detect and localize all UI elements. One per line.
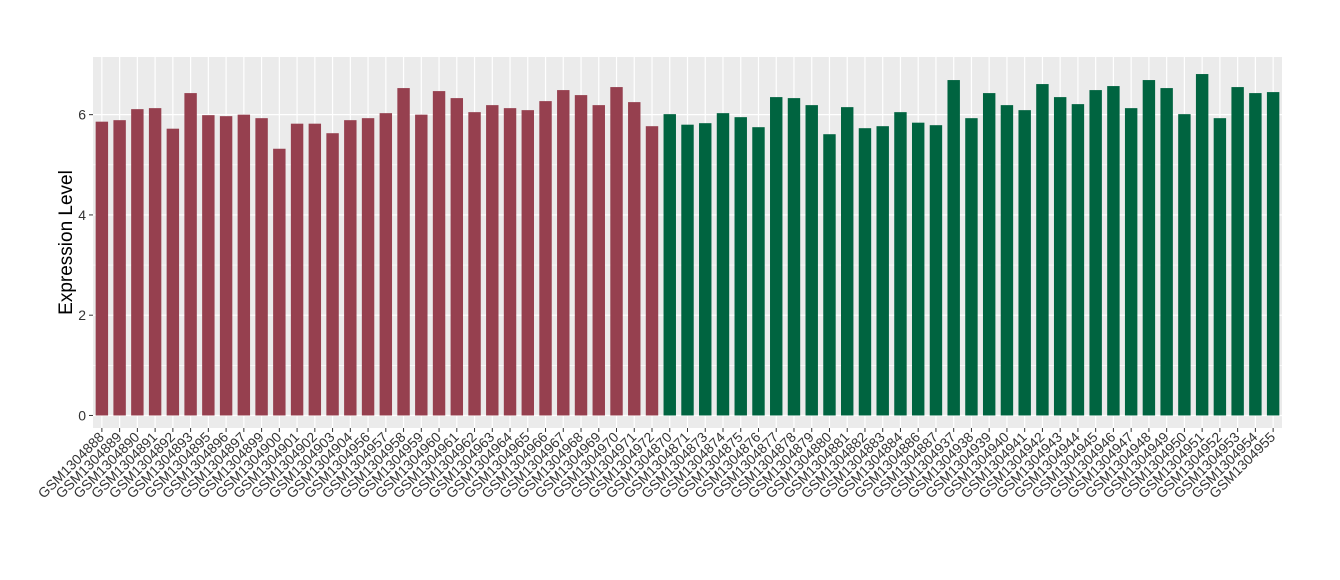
bar-GSM1304937	[947, 80, 960, 416]
y-tick-label: 6	[78, 107, 86, 123]
bar-GSM1304951	[1195, 74, 1209, 416]
bar-GSM1304876	[752, 127, 765, 416]
bar-GSM1304949	[1160, 88, 1173, 416]
bar-GSM1304893	[184, 93, 197, 416]
bar-GSM1304896	[219, 116, 233, 416]
bar-GSM1304900	[273, 148, 286, 416]
bar-GSM1304878	[787, 98, 801, 416]
bar-GSM1304947	[1124, 108, 1138, 416]
bar-GSM1304956	[361, 118, 375, 416]
bar-GSM1304881	[841, 107, 854, 416]
bar-GSM1304941	[1018, 110, 1031, 416]
y-tick-label: 4	[78, 207, 86, 223]
bar-GSM1304901	[290, 123, 304, 416]
bar-GSM1304889	[113, 120, 126, 416]
bar-GSM1304897	[237, 114, 251, 416]
bar-GSM1304940	[1000, 105, 1014, 416]
bar-GSM1304939	[982, 93, 996, 416]
bar-GSM1304961	[450, 98, 464, 416]
bar-GSM1304875	[734, 117, 747, 416]
bar-GSM1304957	[379, 113, 393, 416]
bar-GSM1304870	[663, 114, 676, 416]
bar-GSM1304944	[1071, 104, 1085, 416]
bar-GSM1304883	[876, 126, 889, 416]
bar-GSM1304952	[1213, 118, 1227, 416]
bar-GSM1304972	[645, 126, 659, 416]
bar-GSM1304948	[1142, 80, 1156, 416]
bar-GSM1304873	[699, 123, 712, 416]
bar-GSM1304880	[823, 134, 836, 416]
bar-GSM1304942	[1036, 84, 1049, 416]
bar-GSM1304970	[610, 87, 623, 416]
bar-GSM1304899	[255, 118, 268, 416]
bar-GSM1304891	[148, 108, 162, 416]
bar-GSM1304871	[681, 124, 694, 416]
bar-GSM1304946	[1107, 86, 1120, 416]
bars	[95, 74, 1280, 416]
bar-GSM1304890	[131, 109, 144, 416]
y-tick-label: 0	[78, 407, 86, 423]
bar-GSM1304943	[1053, 97, 1067, 416]
bar-GSM1304895	[202, 115, 215, 416]
bar-GSM1304903	[326, 133, 339, 416]
bar-GSM1304902	[308, 123, 322, 416]
y-axis-title: Expression Level	[56, 170, 77, 315]
bar-GSM1304971	[628, 102, 641, 416]
bar-GSM1304965	[521, 110, 534, 416]
y-tick-label: 2	[78, 307, 86, 323]
bar-GSM1304953	[1231, 87, 1244, 416]
bar-GSM1304884	[894, 112, 907, 416]
axes: 0246GSM1304888GSM1304889GSM1304890GSM130…	[35, 107, 1279, 502]
bar-GSM1304968	[574, 95, 588, 416]
bar-GSM1304886	[911, 122, 925, 416]
bar-GSM1304950	[1178, 114, 1191, 416]
bar-GSM1304887	[929, 125, 943, 416]
bar-GSM1304877	[770, 97, 783, 416]
bar-GSM1304962	[468, 112, 481, 416]
bar-GSM1304969	[592, 105, 605, 416]
bar-GSM1304963	[486, 105, 499, 416]
bar-GSM1304904	[344, 120, 357, 416]
bar-GSM1304874	[716, 113, 730, 416]
bar-GSM1304938	[965, 118, 978, 416]
bar-GSM1304960	[432, 91, 446, 416]
bar-GSM1304959	[415, 114, 428, 416]
bar-GSM1304966	[539, 101, 552, 416]
bar-GSM1304882	[858, 128, 872, 416]
bar-GSM1304888	[95, 121, 109, 416]
bar-GSM1304892	[166, 128, 180, 416]
bar-GSM1304964	[503, 108, 517, 416]
bar-GSM1304958	[397, 88, 410, 416]
bar-GSM1304967	[557, 90, 570, 416]
bar-GSM1304954	[1249, 93, 1262, 416]
bar-GSM1304955	[1266, 92, 1280, 416]
bar-GSM1304879	[805, 105, 818, 416]
bar-GSM1304945	[1089, 90, 1102, 416]
